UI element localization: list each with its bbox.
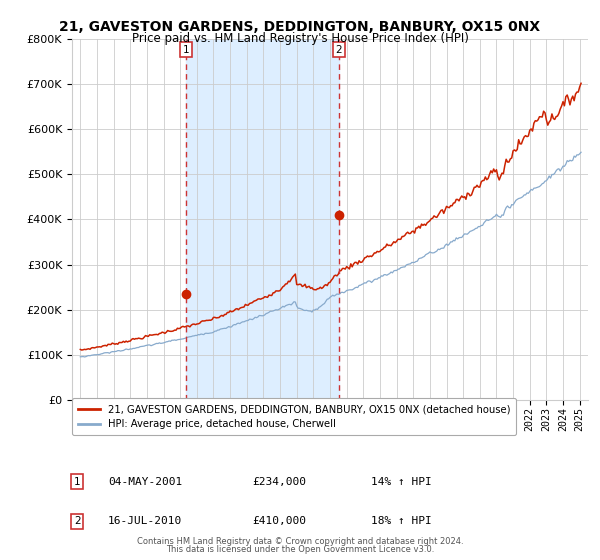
Text: £234,000: £234,000 [253, 477, 307, 487]
Text: 2: 2 [74, 516, 80, 526]
Text: 1: 1 [74, 477, 80, 487]
Bar [186, 39, 339, 400]
Text: £410,000: £410,000 [253, 516, 307, 526]
Text: This data is licensed under the Open Government Licence v3.0.: This data is licensed under the Open Gov… [166, 545, 434, 554]
Text: 16-JUL-2010: 16-JUL-2010 [108, 516, 182, 526]
Text: Contains HM Land Registry data © Crown copyright and database right 2024.: Contains HM Land Registry data © Crown c… [137, 537, 463, 546]
Text: 18% ↑ HPI: 18% ↑ HPI [371, 516, 432, 526]
Text: Price paid vs. HM Land Registry's House Price Index (HPI): Price paid vs. HM Land Registry's House … [131, 32, 469, 45]
Text: 1: 1 [183, 45, 190, 55]
Text: 04-MAY-2001: 04-MAY-2001 [108, 477, 182, 487]
Text: 14% ↑ HPI: 14% ↑ HPI [371, 477, 432, 487]
Text: 2: 2 [335, 45, 343, 55]
Legend: 21, GAVESTON GARDENS, DEDDINGTON, BANBURY, OX15 0NX (detached house), HPI: Avera: 21, GAVESTON GARDENS, DEDDINGTON, BANBUR… [72, 398, 517, 435]
Text: 21, GAVESTON GARDENS, DEDDINGTON, BANBURY, OX15 0NX: 21, GAVESTON GARDENS, DEDDINGTON, BANBUR… [59, 20, 541, 34]
